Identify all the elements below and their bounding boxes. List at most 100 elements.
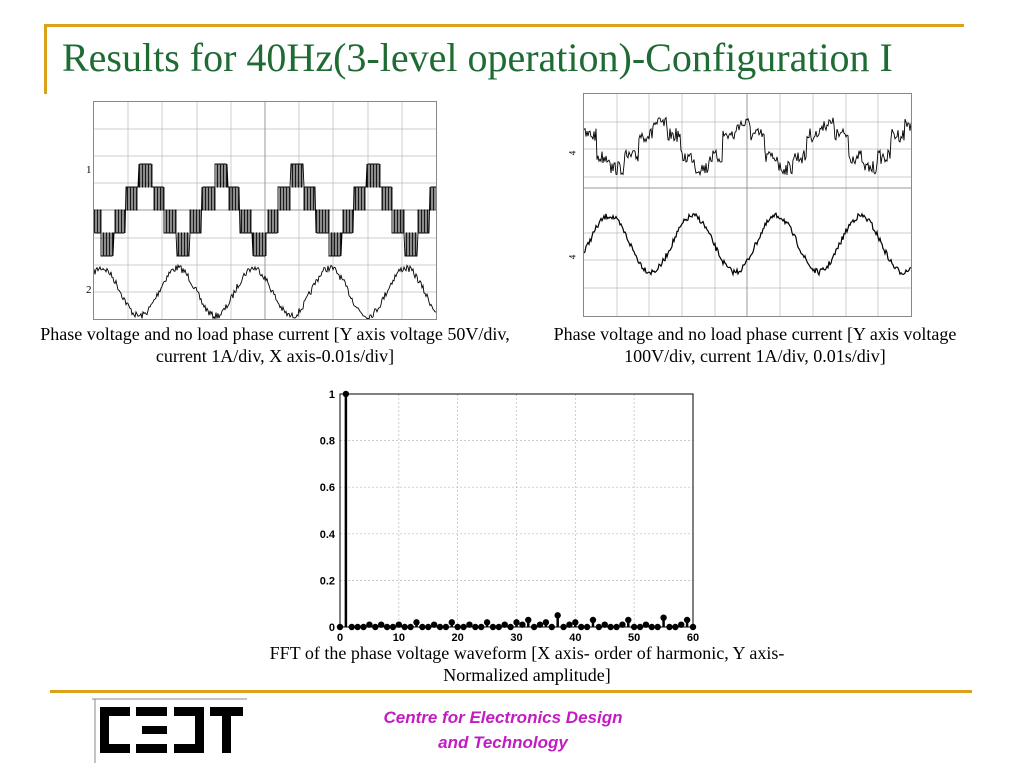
fft-stem-marker	[660, 614, 667, 621]
fft-stem-marker	[442, 623, 450, 631]
fft-stem-marker	[519, 621, 526, 628]
fft-y-tick-label: 1	[329, 389, 335, 401]
fft-stem-marker	[466, 621, 473, 628]
fft-stem-marker	[566, 621, 573, 628]
fft-stem-marker	[425, 623, 432, 631]
channel-label-right-1: 4	[567, 150, 578, 156]
fft-stem-marker	[401, 623, 408, 631]
fft-grid	[339, 393, 694, 628]
fft-stem-marker	[583, 623, 591, 631]
channel-2-label-left: 2	[86, 284, 92, 296]
fft-stem-marker	[501, 621, 508, 628]
fft-stem-marker	[601, 621, 608, 628]
fft-stem-marker	[478, 623, 485, 631]
fft-stem-marker	[383, 623, 391, 631]
fft-stem-marker	[419, 623, 426, 631]
fft-stem-marker	[548, 623, 555, 631]
fft-stem-marker	[554, 612, 561, 619]
fft-stem-marker	[436, 623, 444, 631]
fft-stem-marker	[448, 619, 455, 626]
fft-x-tick-label: 0	[337, 632, 343, 644]
fft-stem-marker	[625, 616, 632, 624]
fft-stem-marker	[377, 621, 385, 628]
fft-x-tick-label: 50	[628, 632, 640, 644]
cedt-logo	[92, 697, 247, 763]
fft-stem-marker	[578, 623, 585, 631]
fft-x-tick-labels: 0 10 20 30 40 50 60	[337, 632, 699, 644]
fft-stem-marker	[642, 621, 650, 628]
fft-stem-marker	[689, 623, 697, 631]
oscilloscope-plot-right	[583, 94, 912, 316]
fft-x-tick-label: 10	[393, 632, 405, 644]
fft-stem-marker	[607, 623, 614, 631]
fft-stem-marker	[336, 623, 344, 631]
fft-y-tick-label: 0.2	[320, 575, 335, 587]
fft-y-tick-label: 0.6	[320, 482, 335, 494]
organization-name-line1: Centre for Electronics Design	[383, 708, 623, 727]
cedt-logo-graphic	[92, 698, 247, 763]
fft-stem-marker	[407, 623, 414, 631]
fft-y-tick-labels: 0 0.2 0.4 0.6 0.8 1	[320, 389, 336, 634]
fft-stem-marker	[360, 623, 367, 631]
fft-stem-marker	[389, 623, 397, 631]
fft-stem-marker	[672, 623, 679, 631]
fft-stem-marker	[395, 621, 403, 628]
fft-stem-marker	[507, 623, 514, 631]
fft-stem-marker	[542, 619, 550, 626]
fft-stem-marker	[525, 616, 532, 624]
fft-y-tick-label: 0	[329, 622, 335, 634]
fft-stem-marker	[572, 619, 579, 626]
fft-stem-marker	[513, 619, 520, 626]
fft-stem-marker	[495, 623, 503, 631]
fft-stem-marker	[589, 616, 597, 624]
phase-current-trace-left	[93, 263, 437, 321]
title-side-accent	[44, 24, 47, 94]
fft-stem-marker	[348, 623, 355, 631]
organization-name: Centre for Electronics Design and Techno…	[330, 705, 676, 755]
fft-stem-marker	[613, 623, 620, 631]
channel-1-label-left: 1	[86, 164, 92, 176]
fft-stem-marker	[678, 621, 685, 628]
caption-right-scope: Phase voltage and no load phase current …	[553, 324, 957, 366]
fft-x-tick-label: 40	[569, 632, 581, 644]
fft-chart: 0 0.2 0.4 0.6 0.8 1 0 10 20 30 40 50 60	[320, 389, 699, 644]
fft-stem-marker	[648, 623, 656, 631]
fft-stem-marker	[413, 619, 420, 626]
fft-stem-marker	[560, 623, 567, 631]
fft-stems	[336, 390, 697, 631]
fft-stem-marker	[619, 621, 626, 628]
oscilloscope-plot-left	[93, 102, 438, 321]
fft-y-tick-label: 0.8	[320, 436, 335, 448]
phase-current-trace-right	[583, 212, 912, 277]
caption-fft: FFT of the phase voltage waveform [X axi…	[269, 643, 785, 685]
fft-stem-marker	[683, 616, 691, 624]
fft-stem-marker	[460, 623, 467, 631]
slide-title: Results for 40Hz(3-level operation)-Conf…	[62, 35, 893, 80]
fft-stem-marker	[372, 623, 379, 631]
fft-stem-marker	[489, 623, 497, 631]
fft-stem-marker	[536, 621, 544, 628]
phase-voltage-trace-right	[583, 116, 912, 177]
channel-label-right-2: 4	[567, 254, 578, 260]
fft-stem-marker	[595, 623, 603, 631]
fft-x-tick-label: 30	[510, 632, 522, 644]
footer-accent-line	[50, 690, 972, 693]
phase-voltage-trace-left	[93, 163, 438, 257]
fft-stem-marker	[483, 619, 491, 626]
fft-stem-marker	[354, 623, 361, 631]
fft-x-tick-label: 20	[452, 632, 464, 644]
fft-stem-marker	[454, 623, 461, 631]
oscilloscope-capture-left	[93, 101, 438, 321]
oscilloscope-capture-right	[583, 93, 912, 317]
fft-stem-marker	[630, 623, 638, 631]
fft-x-tick-label: 60	[687, 632, 699, 644]
fft-stem-marker	[666, 623, 673, 631]
title-accent-line	[44, 24, 964, 27]
fft-stem-marker	[654, 623, 661, 631]
fft-stem-marker	[430, 621, 438, 628]
fft-stem-marker	[636, 623, 644, 631]
fft-stem-marker	[342, 390, 350, 398]
fft-stem-marker	[472, 623, 479, 631]
fft-stem-marker	[530, 623, 538, 631]
organization-name-line2: and Technology	[438, 733, 568, 752]
